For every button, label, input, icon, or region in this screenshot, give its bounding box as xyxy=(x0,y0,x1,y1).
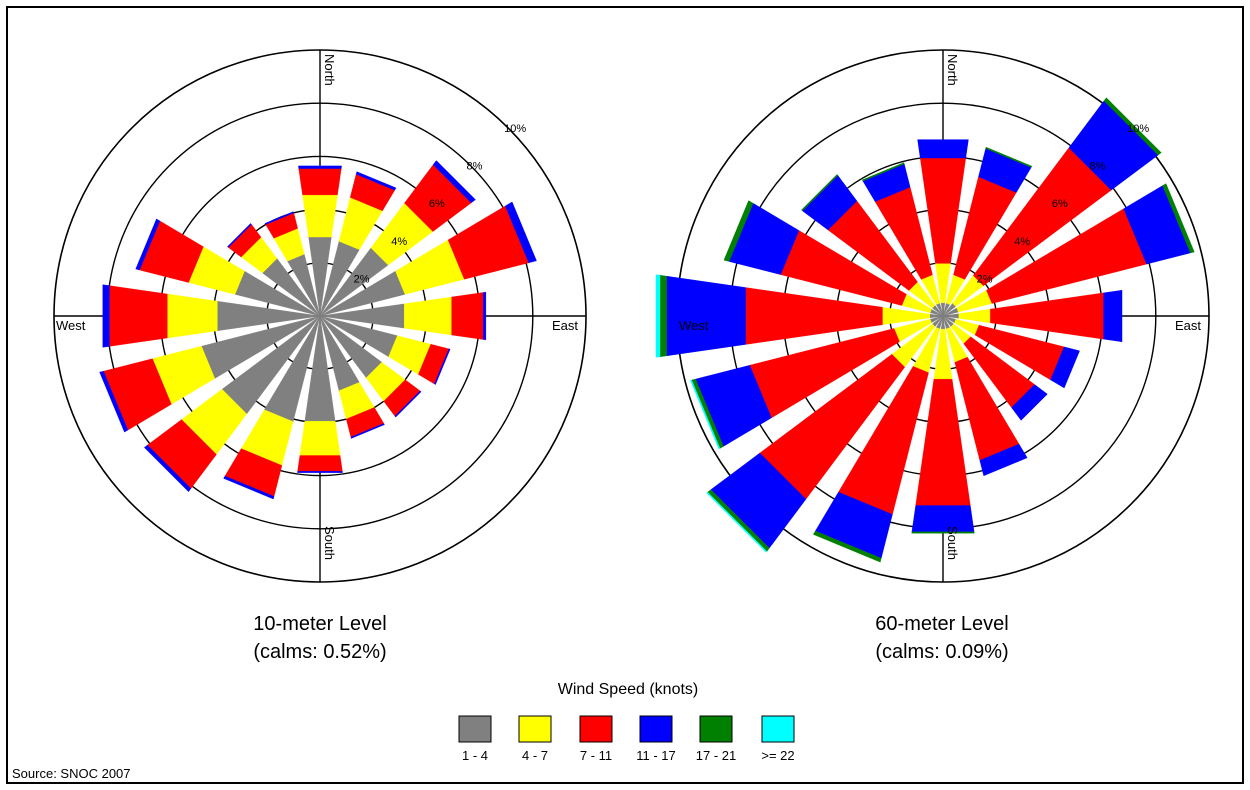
petal-60m-dir12-bin4 xyxy=(659,274,667,358)
legend-swatch-4 xyxy=(699,715,733,743)
label-10m-south: South xyxy=(322,526,337,560)
rose-60m-calms: (calms: 0.09%) xyxy=(875,641,1008,663)
petal-60m-dir4-bin3 xyxy=(1103,289,1123,343)
petal-10m-dir10-bin3 xyxy=(143,444,192,493)
petal-10m-dir2-bin3 xyxy=(432,160,476,204)
label-60m-west: West xyxy=(679,318,709,333)
legend-label-5: >= 22 xyxy=(761,748,794,763)
ring-label-10m-6: 6% xyxy=(429,198,445,210)
petal-60m-dir9-bin4 xyxy=(813,530,882,563)
petal-60m-dir0-bin3 xyxy=(917,139,969,159)
legend-swatch-5 xyxy=(761,715,795,743)
petal-10m-dir6-bin3 xyxy=(394,390,422,418)
legend-label-0: 1 - 4 xyxy=(462,748,488,763)
ring-label-10m-4: 4% xyxy=(391,236,407,248)
ring-label-60m-6: 6% xyxy=(1052,198,1068,210)
petal-60m-dir2-bin4 xyxy=(1103,97,1162,156)
petal-60m-dir7-bin3 xyxy=(979,443,1028,477)
petal-10m-dir11-bin3 xyxy=(99,370,129,433)
label-60m-south: South xyxy=(945,526,960,560)
petal-10m-dir0-bin1 xyxy=(302,194,338,238)
petal-10m-dir9-bin3 xyxy=(223,475,275,500)
figure-border xyxy=(6,6,1244,784)
petal-10m-dir8-bin3 xyxy=(297,471,343,473)
petal-10m-dir8-bin2 xyxy=(297,455,343,472)
petal-60m-dir10-bin5 xyxy=(706,491,768,553)
petal-60m-dir6-bin3 xyxy=(1011,384,1048,421)
petal-60m-dir12-bin5 xyxy=(655,274,661,358)
rose-10m-calms: (calms: 0.52%) xyxy=(253,641,386,663)
petal-60m-dir8-bin3 xyxy=(911,505,975,533)
legend-swatch-1 xyxy=(518,715,552,743)
petal-10m-dir7-bin3 xyxy=(350,423,385,439)
legend: 1 - 4 4 - 7 7 - 11 11 - 17 17 - 21 >= 22 xyxy=(458,715,795,763)
petal-60m-dir15-bin4 xyxy=(861,162,905,182)
petal-10m-dir14-bin3 xyxy=(227,223,252,248)
rose-10m-title: 10-meter Level xyxy=(253,613,386,635)
petal-10m-dir15-bin3 xyxy=(264,211,294,225)
petal-10m-dir5-bin3 xyxy=(434,348,451,385)
label-10m-north: North xyxy=(322,54,337,86)
ring-label-60m-10: 10% xyxy=(1127,123,1149,135)
petal-10m-dir12-bin2 xyxy=(109,285,168,347)
petal-60m-dir8-bin4 xyxy=(911,531,975,534)
ring-label-60m-8: 8% xyxy=(1089,161,1105,173)
petal-10m-dir4-bin1 xyxy=(404,296,452,336)
ring-label-60m-2: 2% xyxy=(977,273,993,285)
petal-10m-dir12-bin3 xyxy=(102,284,110,348)
petal-60m-dir12-bin3 xyxy=(666,275,746,357)
petal-60m-dir13-bin4 xyxy=(723,200,754,262)
legend-swatch-2 xyxy=(579,715,613,743)
legend-label-2: 7 - 11 xyxy=(580,748,612,763)
legend-swatch-0 xyxy=(458,715,492,743)
petal-60m-dir14-bin4 xyxy=(801,174,839,212)
ring-label-10m-10: 10% xyxy=(504,123,526,135)
legend-label-3: 11 - 17 xyxy=(636,748,676,763)
petal-10m-dir0-bin2 xyxy=(298,168,342,196)
petal-10m-dir13-bin3 xyxy=(135,218,161,271)
rose-60m-title: 60-meter Level xyxy=(875,613,1008,635)
ring-label-10m-2: 2% xyxy=(354,273,370,285)
petal-10m-dir12-bin1 xyxy=(167,293,218,339)
label-60m-east: East xyxy=(1175,318,1201,333)
legend-label-1: 4 - 7 xyxy=(522,748,548,763)
petal-10m-dir1-bin3 xyxy=(355,171,397,191)
label-10m-east: East xyxy=(552,318,578,333)
petal-60m-dir5-bin3 xyxy=(1050,346,1080,389)
source-note: Source: SNOC 2007 xyxy=(12,766,131,781)
legend-label-4: 17 - 21 xyxy=(696,748,736,763)
petal-10m-dir0-bin3 xyxy=(298,165,342,169)
petal-60m-dir1-bin4 xyxy=(985,146,1033,168)
petal-60m-dir11-bin5 xyxy=(690,379,721,450)
petal-10m-dir8-bin1 xyxy=(299,421,341,456)
legend-title: Wind Speed (knots) xyxy=(558,681,699,698)
wind-rose-60m: 2% 4% 6% 8% 10% North South East West xyxy=(655,49,1210,583)
wind-rose-10m: 2% 4% 6% 8% 10% North South East West xyxy=(53,49,587,583)
petal-60m-dir3-bin4 xyxy=(1162,183,1195,254)
ring-label-60m-4: 4% xyxy=(1014,236,1030,248)
ring-label-10m-8: 8% xyxy=(466,161,482,173)
label-60m-north: North xyxy=(945,54,960,86)
label-10m-west: West xyxy=(56,318,86,333)
petal-10m-dir3-bin3 xyxy=(505,201,537,264)
petal-10m-dir4-bin2 xyxy=(451,292,484,340)
legend-swatch-3 xyxy=(639,715,673,743)
petal-10m-dir4-bin3 xyxy=(483,291,487,341)
